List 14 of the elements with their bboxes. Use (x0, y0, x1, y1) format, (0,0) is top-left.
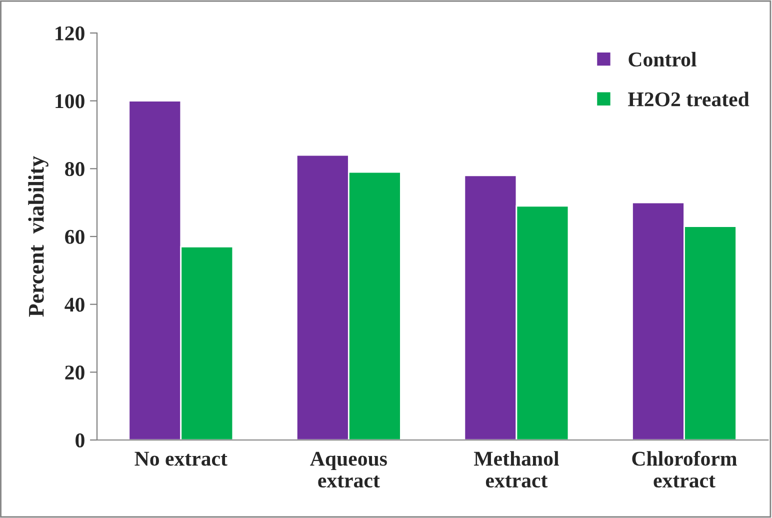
x-tick-label: Methanol extract (474, 451, 559, 488)
x-tick-label: No extract (134, 452, 228, 466)
y-tick-label: 100 (56, 94, 84, 108)
y-tick-label: 40 (64, 298, 84, 312)
y-tick-label: 60 (65, 230, 84, 244)
y-axis-title: Percent viability (28, 156, 48, 317)
x-tick-label: Chloroform extract (632, 450, 737, 488)
x-tick-label: Aqueous extract (310, 452, 387, 488)
legend-label: Control (628, 52, 696, 67)
y-tick-label: 80 (65, 162, 84, 176)
legend-label: H2O2 treated (628, 92, 750, 106)
y-tick-label: 0 (76, 433, 84, 448)
y-tick-label: 120 (56, 26, 84, 40)
y-tick-label: 20 (65, 366, 84, 380)
